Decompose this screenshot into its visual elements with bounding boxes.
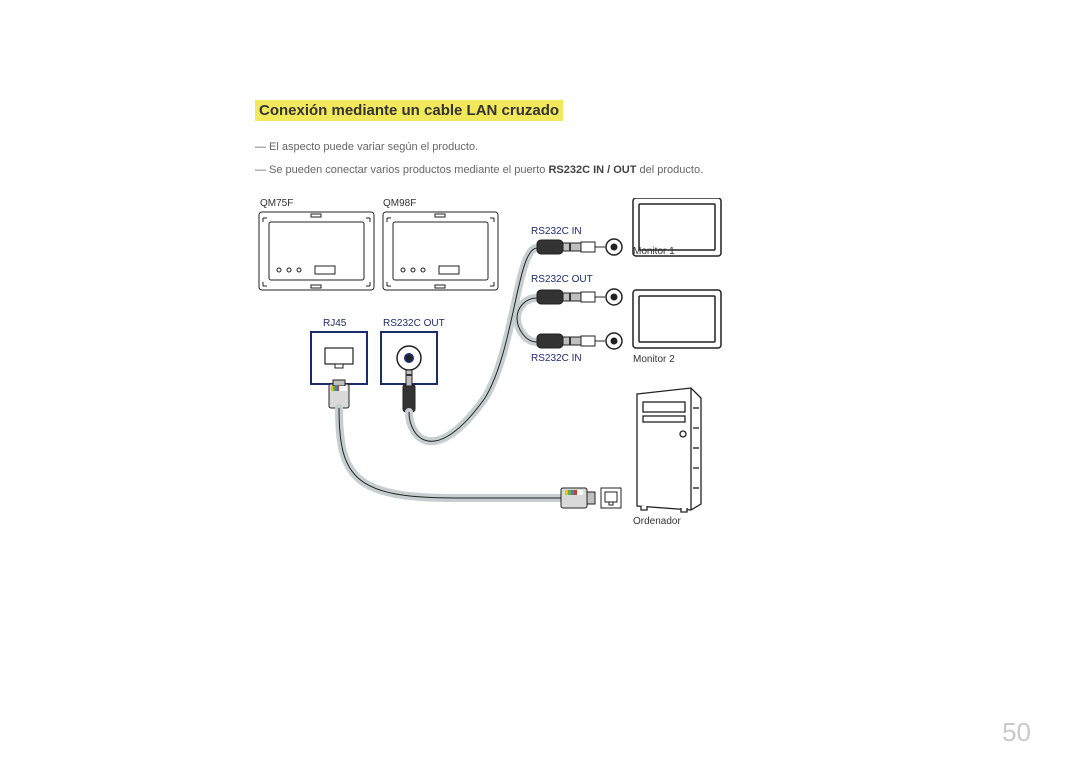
dash-icon: ― <box>255 139 269 156</box>
plug-row-3 <box>537 333 622 349</box>
rj45-plug-icon <box>329 380 349 408</box>
dash-icon: ― <box>255 162 269 179</box>
plug-row-2 <box>537 289 622 305</box>
note-1: ―El aspecto puede variar según el produc… <box>255 139 855 156</box>
panel-qm98f <box>383 212 498 290</box>
rj45-socket-computer-icon <box>601 488 621 508</box>
monitor1-icon <box>633 198 721 256</box>
page-number: 50 <box>1002 717 1031 748</box>
panel-qm75f <box>259 212 374 290</box>
cable-rs232c-link <box>517 298 537 342</box>
rj45-plug-computer-icon <box>561 488 595 508</box>
note-2: ―Se pueden conectar varios productos med… <box>255 162 855 179</box>
section-heading: Conexión mediante un cable LAN cruzado <box>255 100 563 121</box>
bold-port-label: RS232C IN / OUT <box>548 164 636 176</box>
monitor2-icon <box>633 290 721 348</box>
computer-tower-icon <box>637 388 701 512</box>
note-2-text: Se pueden conectar varios productos medi… <box>269 164 703 176</box>
cable-rj45 <box>339 408 561 498</box>
plug-row-1 <box>537 239 622 255</box>
note-1-text: El aspecto puede variar según el product… <box>269 141 478 153</box>
port-rj45 <box>311 332 367 384</box>
connection-diagram: QM75F QM98F RJ45 RS232C OUT RS232C IN RS… <box>255 198 775 578</box>
audio-plug-icon <box>403 370 415 412</box>
